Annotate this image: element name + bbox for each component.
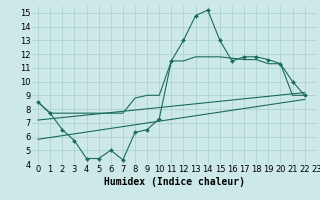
X-axis label: Humidex (Indice chaleur): Humidex (Indice chaleur)	[104, 177, 245, 187]
